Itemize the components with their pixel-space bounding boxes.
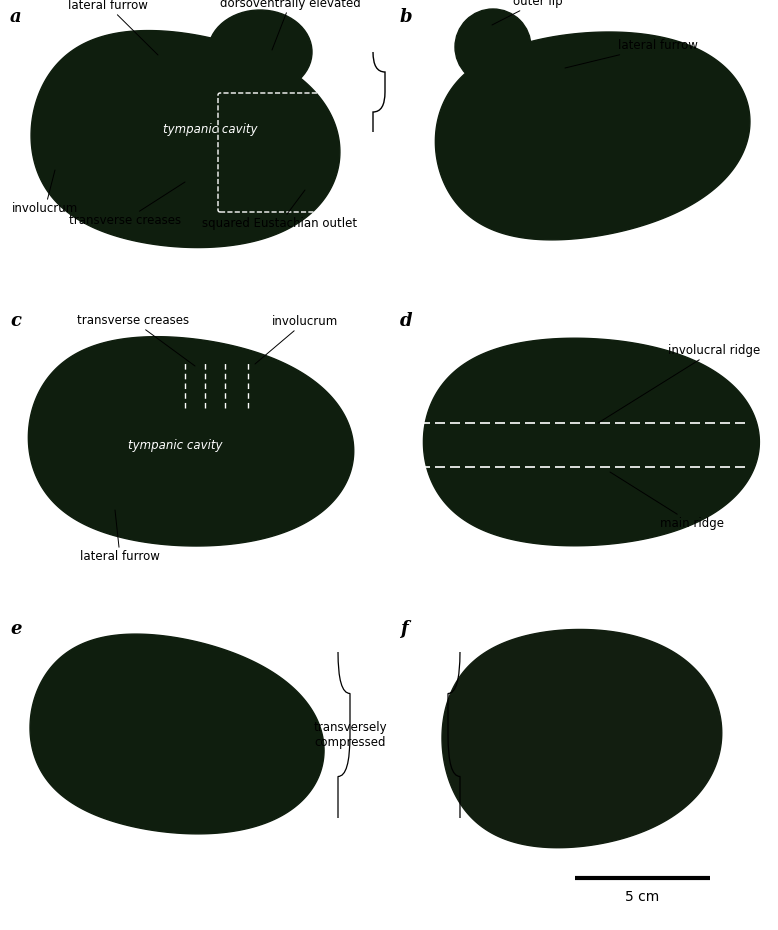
Text: main ridge: main ridge xyxy=(610,472,724,530)
Text: involucrum: involucrum xyxy=(255,315,338,364)
Text: lateral furrow: lateral furrow xyxy=(80,510,160,563)
Polygon shape xyxy=(28,337,354,546)
Text: involucrum: involucrum xyxy=(12,170,79,215)
Text: transversely
compressed: transversely compressed xyxy=(314,721,387,749)
Text: d: d xyxy=(400,312,412,330)
Text: squared Eustachian outlet: squared Eustachian outlet xyxy=(202,190,358,230)
Text: b: b xyxy=(400,8,412,26)
Text: lateral furrow: lateral furrow xyxy=(68,0,158,55)
Polygon shape xyxy=(436,32,750,240)
Text: 5 cm: 5 cm xyxy=(626,890,660,904)
Ellipse shape xyxy=(455,9,531,85)
Polygon shape xyxy=(31,31,340,247)
Text: tympanic cavity: tympanic cavity xyxy=(128,439,223,451)
Text: transverse creases: transverse creases xyxy=(69,182,185,227)
Text: tympanic cavity: tympanic cavity xyxy=(163,124,258,137)
Polygon shape xyxy=(442,630,722,848)
Text: involucral ridge: involucral ridge xyxy=(598,344,760,423)
Text: transverse creases: transverse creases xyxy=(77,314,195,366)
Text: a: a xyxy=(10,8,22,26)
Polygon shape xyxy=(30,634,324,834)
Text: outer lip: outer lip xyxy=(492,0,562,25)
Text: lateral furrow: lateral furrow xyxy=(565,39,698,68)
Text: f: f xyxy=(400,620,408,638)
Text: dorsoventrally elevated: dorsoventrally elevated xyxy=(219,0,360,50)
Polygon shape xyxy=(423,339,759,546)
Text: c: c xyxy=(10,312,21,330)
Ellipse shape xyxy=(208,10,312,94)
Text: e: e xyxy=(10,620,22,638)
